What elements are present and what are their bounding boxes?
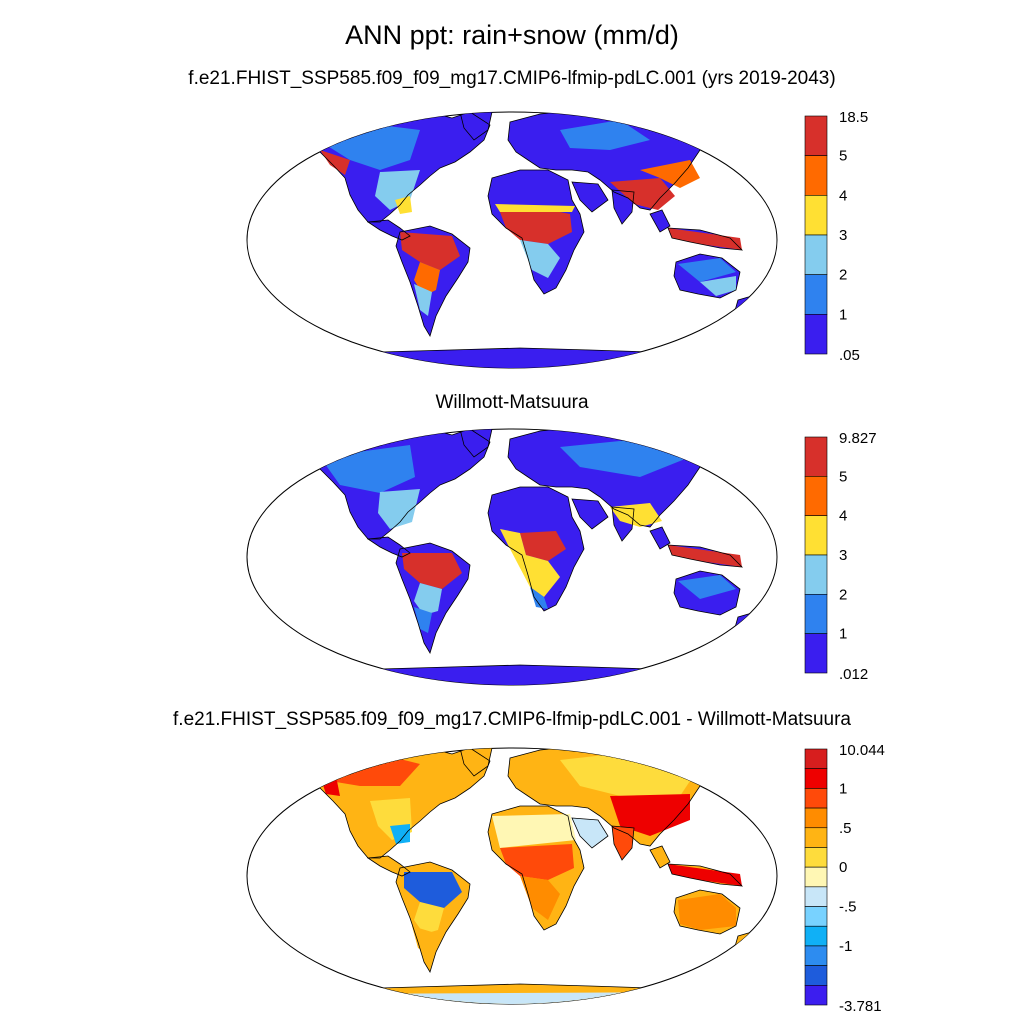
- colorbar-label: 9.827: [839, 430, 877, 447]
- colorbar-label: 5: [839, 468, 847, 485]
- colorbar-swatch: [804, 633, 828, 674]
- panel1-title: f.e21.FHIST_SSP585.f09_f09_mg17.CMIP6-lf…: [188, 68, 836, 89]
- colorbar-swatch: [804, 476, 828, 516]
- colorbar-label: 1: [839, 780, 847, 797]
- colorbars: 18.5 5 4 3 2 1 .05 9.827 5 4 3 2 1 .012 10.044 1 .5 0 -.5 -…: [804, 109, 885, 1015]
- figure-title: ANN ppt: rain+snow (mm/d): [345, 20, 679, 50]
- colorbar-label: 2: [839, 267, 847, 284]
- colorbar-label: .012: [839, 666, 868, 683]
- colorbar-swatch: [804, 515, 828, 556]
- colorbar-swatch: [804, 594, 828, 634]
- colorbar-swatch: [804, 866, 828, 888]
- colorbar-swatch: [804, 234, 828, 275]
- colorbar-label: 10.044: [839, 742, 885, 759]
- colorbar-swatch: [804, 274, 828, 315]
- colorbar-label: 2: [839, 586, 847, 603]
- colorbar-label: 3: [839, 547, 847, 564]
- colorbar-swatch: [804, 847, 828, 868]
- panel3-map: [246, 747, 778, 1005]
- colorbar-label: 5: [839, 148, 847, 165]
- colorbar-label: .05: [839, 347, 860, 364]
- colorbar-swatch: [804, 827, 828, 848]
- colorbar-swatch: [804, 788, 828, 809]
- colorbar-swatch: [804, 155, 828, 196]
- colorbar-label: 3: [839, 227, 847, 244]
- colorbar-swatch: [804, 945, 828, 966]
- colorbar-label: -.5: [839, 899, 857, 916]
- colorbar-label: 4: [839, 508, 847, 525]
- panel2-map: [246, 428, 778, 686]
- panel3-title: f.e21.FHIST_SSP585.f09_f09_mg17.CMIP6-lf…: [173, 709, 851, 730]
- panel2-title: Willmott-Matsuura: [435, 392, 589, 413]
- colorbar-swatch: [804, 906, 828, 927]
- panel1-fields: [305, 112, 752, 368]
- colorbar-swatch: [804, 195, 828, 236]
- colorbar-label: 1: [839, 306, 847, 323]
- panel3-colorbar: 10.044 1 .5 0 -.5 -1 -3.781: [804, 742, 885, 1015]
- colorbar-swatch: [804, 768, 828, 789]
- colorbar-swatch: [804, 554, 828, 595]
- colorbar-label: 18.5: [839, 109, 868, 126]
- colorbar-swatch: [804, 925, 828, 947]
- colorbar-label: -3.781: [839, 998, 882, 1015]
- colorbar-swatch: [804, 115, 828, 156]
- panel2-colorbar: 9.827 5 4 3 2 1 .012: [804, 430, 877, 683]
- colorbar-swatch: [804, 985, 828, 1006]
- panel1-colorbar: 18.5 5 4 3 2 1 .05: [804, 109, 868, 364]
- colorbar-swatch: [804, 748, 828, 769]
- panel1-map: [246, 111, 778, 369]
- colorbar-label: .5: [839, 820, 852, 837]
- colorbar-label: 0: [839, 859, 847, 876]
- colorbar-swatch: [804, 965, 828, 986]
- colorbar-swatch: [804, 436, 828, 477]
- colorbar-label: 4: [839, 187, 847, 204]
- colorbar-label: 1: [839, 626, 847, 643]
- colorbar-label: -1: [839, 938, 852, 955]
- colorbar-swatch: [804, 807, 828, 829]
- colorbar-swatch: [804, 886, 828, 907]
- colorbar-swatch: [804, 314, 828, 355]
